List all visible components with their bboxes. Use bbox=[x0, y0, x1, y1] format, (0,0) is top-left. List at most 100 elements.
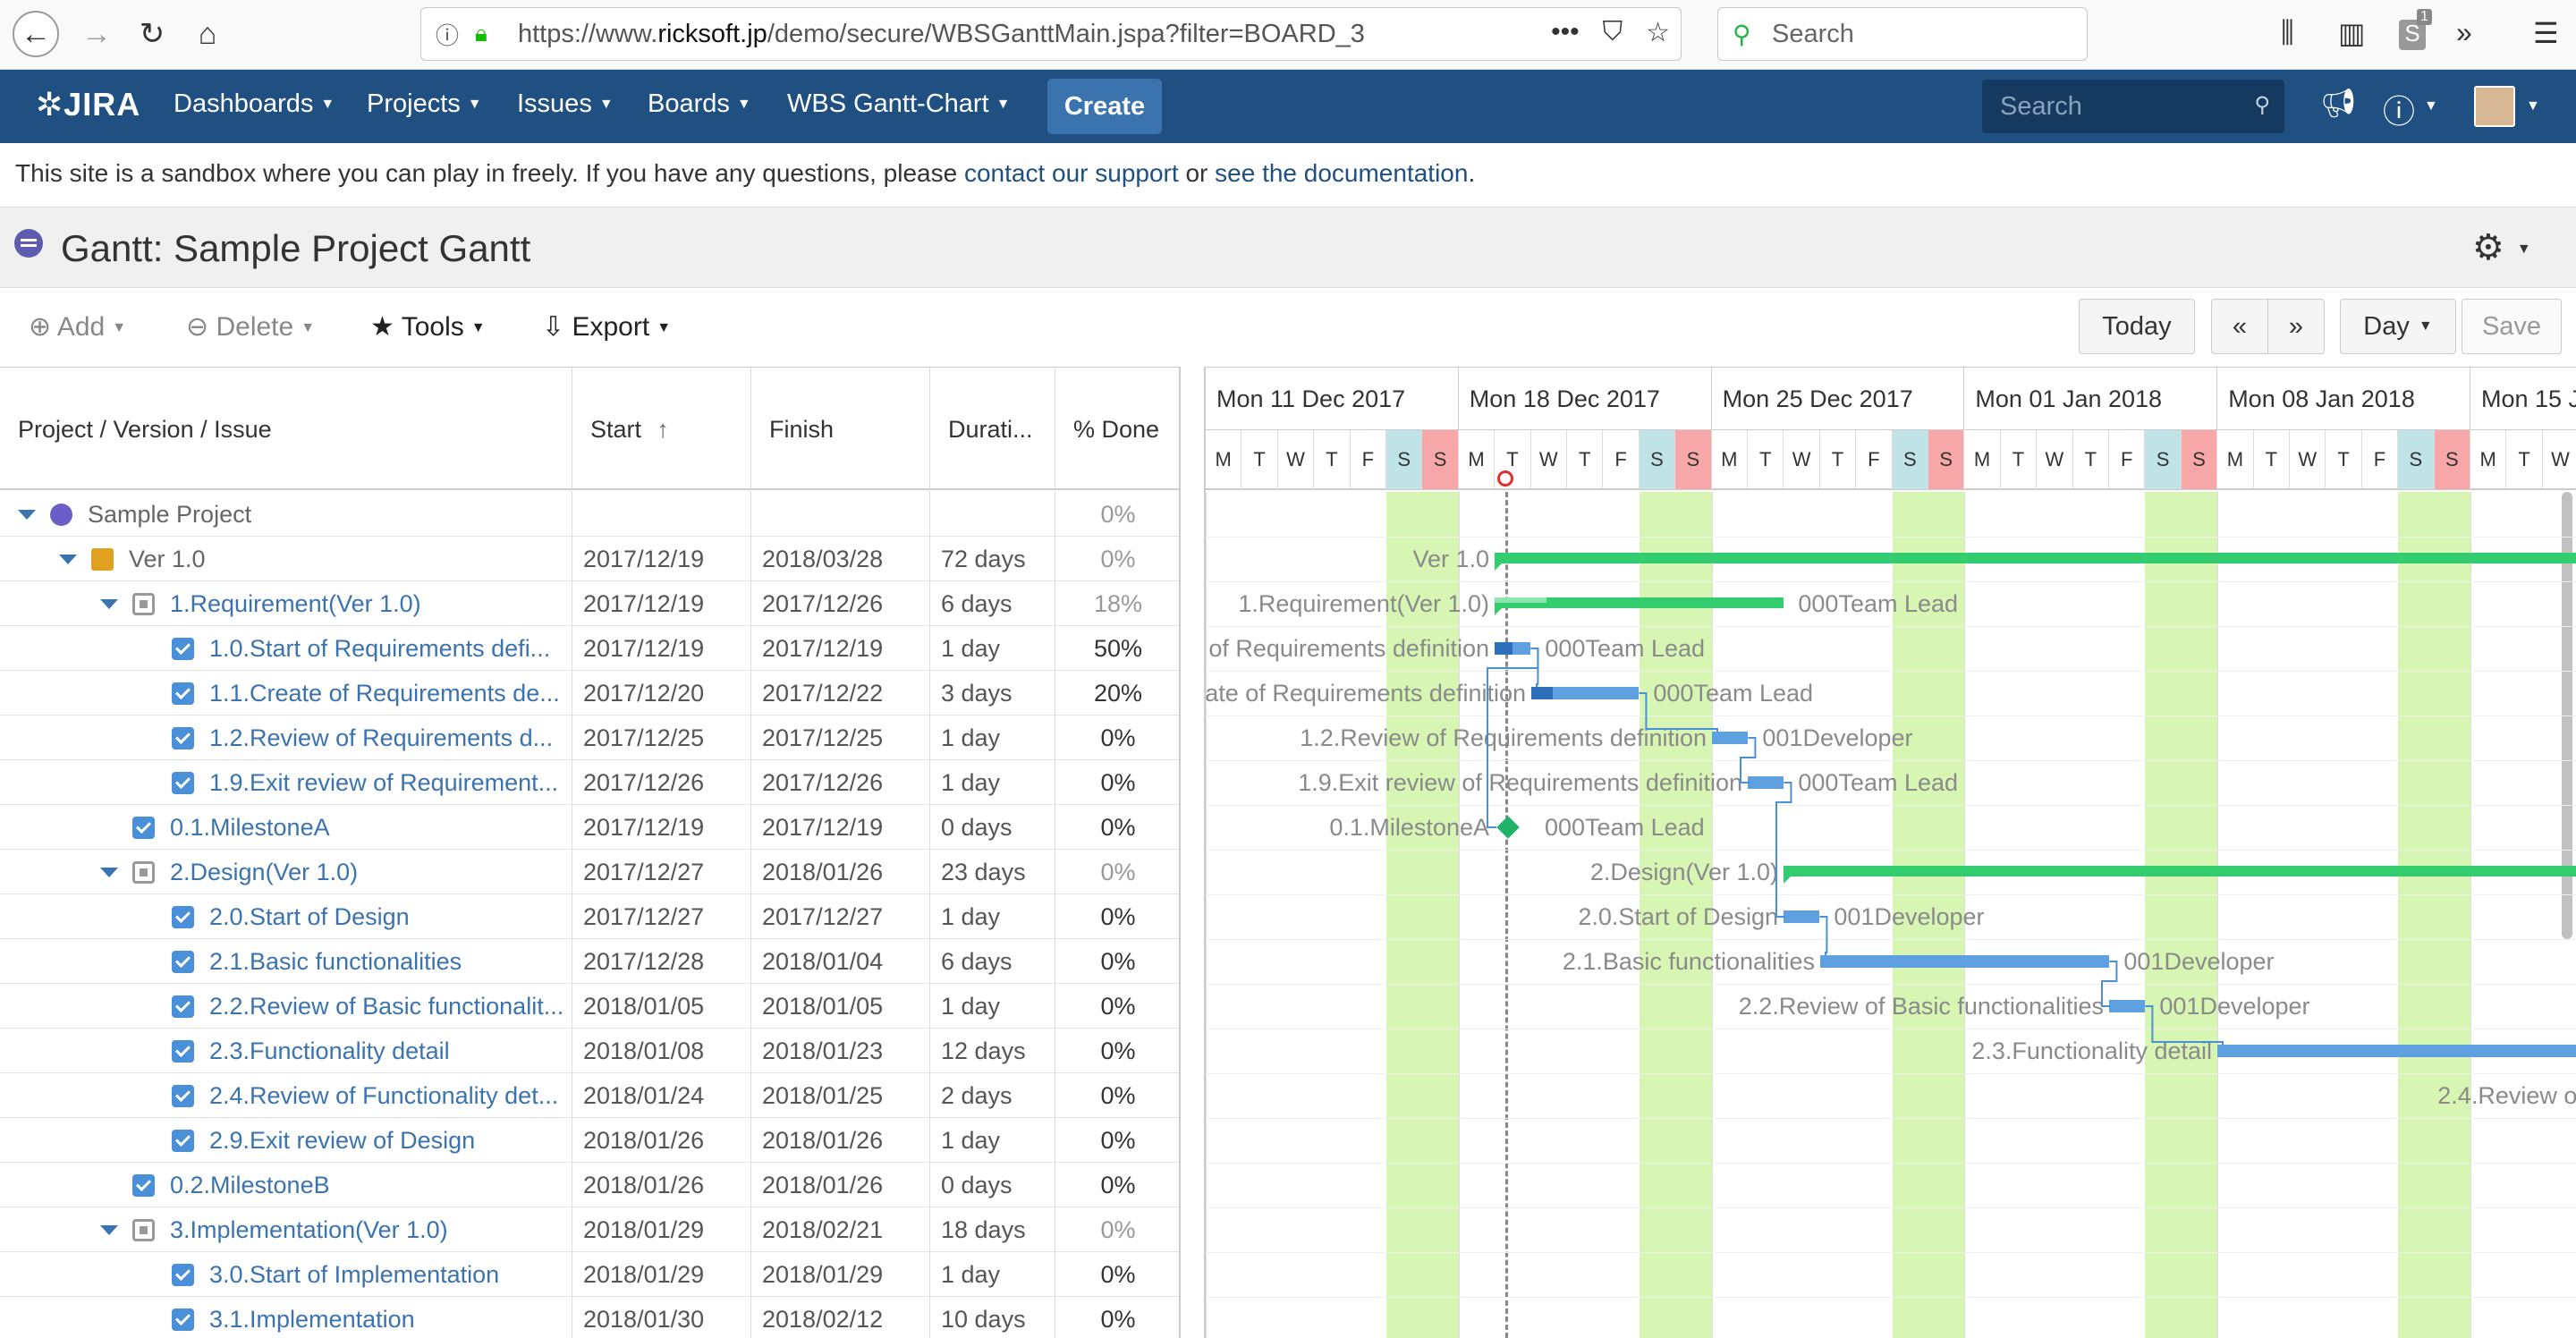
menu-hamburger-icon[interactable]: ☰ bbox=[2533, 17, 2559, 49]
issue-name[interactable]: 0.2.MilestoneB bbox=[170, 1172, 330, 1198]
column-header-finish[interactable]: Finish bbox=[751, 368, 930, 491]
user-avatar[interactable] bbox=[2474, 86, 2515, 127]
add-button[interactable]: ⊕ Add ▼ bbox=[29, 312, 127, 342]
table-row[interactable]: 2.0.Start of Design 2017/12/27 2017/12/27 1… bbox=[0, 894, 1179, 939]
column-header-done[interactable]: % Done bbox=[1073, 416, 1160, 443]
dependency-link[interactable] bbox=[1819, 916, 1828, 955]
column-header-duration[interactable]: Durati... bbox=[930, 368, 1055, 491]
issue-name[interactable]: 1.9.Exit review of Requirement... bbox=[209, 769, 559, 796]
issue-name[interactable]: 2.9.Exit review of Design bbox=[209, 1127, 476, 1154]
table-row[interactable]: 1.Requirement(Ver 1.0) 2017/12/19 2017/12/… bbox=[0, 581, 1179, 626]
table-row[interactable]: 1.0.Start of Requirements defi... 2017/12… bbox=[0, 626, 1179, 671]
more-actions-icon[interactable]: ••• bbox=[1551, 17, 1580, 47]
table-row[interactable]: 3.Implementation(Ver 1.0) 2018/01/29 2018/… bbox=[0, 1207, 1179, 1252]
table-row[interactable]: 1.1.Create of Requirements de... 2017/12/… bbox=[0, 671, 1179, 716]
column-header-start[interactable]: Start ↑ bbox=[572, 368, 751, 491]
forward-arrow-icon[interactable]: → bbox=[81, 16, 112, 51]
browser-search-box[interactable]: ⚲ Search bbox=[1717, 7, 2088, 61]
table-row[interactable]: 1.2.Review of Requirements d... 2017/12/2… bbox=[0, 716, 1179, 760]
prev-period-button[interactable]: « bbox=[2211, 299, 2268, 354]
pocket-icon[interactable]: ⛉ bbox=[1602, 17, 1623, 47]
table-row[interactable]: 2.4.Review of Functionality det... 2018/0… bbox=[0, 1073, 1179, 1118]
documentation-link[interactable]: see the documentation bbox=[1215, 159, 1469, 187]
issue-name[interactable]: 1.1.Create of Requirements de... bbox=[209, 680, 560, 707]
table-row[interactable]: 2.2.Review of Basic functionalit... 2018/… bbox=[0, 984, 1179, 1029]
expand-toggle-icon[interactable] bbox=[18, 510, 36, 520]
nav-dashboards[interactable]: Dashboards ▼ bbox=[174, 89, 335, 118]
nav-issues[interactable]: Issues ▼ bbox=[517, 89, 614, 118]
library-icon[interactable]: ⫼ bbox=[2281, 16, 2294, 48]
issue-name[interactable]: 3.0.Start of Implementation bbox=[209, 1261, 500, 1288]
summary-bar[interactable] bbox=[1495, 553, 2576, 571]
column-header-name[interactable]: Project / Version / Issue bbox=[0, 368, 572, 491]
issue-name[interactable]: 1.Requirement(Ver 1.0) bbox=[170, 590, 421, 617]
table-row[interactable]: 3.0.Start of Implementation 2018/01/29 201… bbox=[0, 1252, 1179, 1297]
task-bar[interactable] bbox=[1784, 910, 1820, 923]
table-row[interactable]: 1.9.Exit review of Requirement... 2017/12… bbox=[0, 760, 1179, 805]
dependency-link[interactable] bbox=[1740, 737, 1757, 783]
issue-name[interactable]: 3.1.Implementation bbox=[209, 1306, 415, 1333]
task-bar[interactable] bbox=[1748, 776, 1784, 789]
nav-boards[interactable]: Boards ▼ bbox=[648, 89, 751, 118]
back-arrow-icon[interactable]: ← bbox=[13, 11, 59, 57]
caret-down-icon[interactable]: ▼ bbox=[2526, 98, 2540, 114]
issue-name[interactable]: 2.0.Start of Design bbox=[209, 903, 410, 930]
save-button[interactable]: Save bbox=[2462, 299, 2562, 354]
bookmark-star-icon[interactable]: ☆ bbox=[1646, 18, 1670, 47]
table-row[interactable]: 0.1.MilestoneA 2017/12/19 2017/12/19 0 days… bbox=[0, 805, 1179, 850]
export-button[interactable]: ⇩ Export ▼ bbox=[542, 312, 672, 342]
issue-name[interactable]: 2.2.Review of Basic functionalit... bbox=[209, 993, 564, 1020]
task-bar[interactable] bbox=[1820, 955, 2110, 968]
task-bar[interactable] bbox=[1712, 732, 1749, 744]
table-row[interactable]: 2.Design(Ver 1.0) 2017/12/27 2018/01/26 23 … bbox=[0, 850, 1179, 894]
issue-name[interactable]: 1.2.Review of Requirements d... bbox=[209, 724, 554, 751]
expand-toggle-icon[interactable] bbox=[100, 1225, 118, 1235]
caret-down-icon[interactable]: ▼ bbox=[2424, 98, 2438, 114]
reload-icon[interactable]: ↻ bbox=[139, 17, 165, 51]
issue-name[interactable]: 2.4.Review of Functionality det... bbox=[209, 1082, 559, 1109]
dependency-link[interactable] bbox=[2145, 1005, 2224, 1045]
dependency-link[interactable] bbox=[2101, 961, 2118, 1007]
help-icon[interactable]: ⓘ bbox=[2383, 93, 2416, 130]
dependency-link[interactable] bbox=[1775, 782, 1792, 918]
tools-button[interactable]: ★ Tools ▼ bbox=[370, 312, 486, 342]
table-row[interactable]: 2.1.Basic functionalities 2017/12/28 2018/… bbox=[0, 939, 1179, 984]
table-row[interactable]: Ver 1.0 2017/12/19 2018/03/28 72 days 0% bbox=[0, 537, 1179, 581]
today-button[interactable]: Today bbox=[2079, 299, 2195, 354]
nav-projects[interactable]: Projects ▼ bbox=[367, 89, 482, 118]
task-bar[interactable] bbox=[2109, 1000, 2146, 1012]
table-row[interactable]: Sample Project 0% bbox=[0, 492, 1179, 537]
issue-name[interactable]: 2.1.Basic functionalities bbox=[209, 948, 462, 975]
task-bar[interactable] bbox=[1495, 642, 1531, 655]
create-button[interactable]: Create bbox=[1047, 79, 1162, 134]
summary-bar[interactable] bbox=[1495, 597, 1784, 615]
delete-button[interactable]: ⊖ Delete ▼ bbox=[186, 312, 316, 342]
issue-name[interactable]: 2.3.Functionality detail bbox=[209, 1037, 450, 1064]
home-icon[interactable]: ⌂ bbox=[198, 16, 217, 51]
task-bar[interactable] bbox=[1531, 687, 1640, 699]
overflow-chevron-icon[interactable]: » bbox=[2456, 16, 2472, 48]
contact-support-link[interactable]: contact our support bbox=[963, 159, 1179, 187]
issue-name[interactable]: 1.0.Start of Requirements defi... bbox=[209, 635, 551, 662]
jira-search-input[interactable]: Search ⚲ bbox=[1982, 80, 2284, 133]
table-row[interactable]: 0.2.MilestoneB 2018/01/26 2018/01/26 0 days… bbox=[0, 1163, 1179, 1207]
sidebar-icon[interactable]: ▥ bbox=[2338, 17, 2366, 49]
settings-gear-icon[interactable]: ⚙ ▼ bbox=[2472, 228, 2531, 267]
dependency-link[interactable] bbox=[1487, 648, 1539, 828]
next-period-button[interactable]: » bbox=[2267, 299, 2325, 354]
table-row[interactable]: 3.1.Implementation 2018/01/30 2018/02/12 10… bbox=[0, 1297, 1179, 1338]
expand-toggle-icon[interactable] bbox=[100, 868, 118, 877]
address-bar[interactable]: ⓘ 🔒︎ https://www.ricksoft.jp/demo/secure… bbox=[420, 7, 1682, 61]
table-row[interactable]: 2.3.Functionality detail 2018/01/08 2018/0… bbox=[0, 1029, 1179, 1073]
task-bar[interactable] bbox=[2217, 1045, 2576, 1057]
nav-wbs-gantt-chart[interactable]: WBS Gantt-Chart ▼ bbox=[787, 89, 1011, 118]
table-row[interactable]: 2.9.Exit review of Design 2018/01/26 2018/… bbox=[0, 1118, 1179, 1163]
issue-name[interactable]: 3.Implementation(Ver 1.0) bbox=[170, 1216, 448, 1243]
expand-toggle-icon[interactable] bbox=[100, 599, 118, 609]
issue-name[interactable]: 2.Design(Ver 1.0) bbox=[170, 859, 359, 885]
summary-bar[interactable] bbox=[1784, 866, 2576, 884]
announcement-megaphone-icon[interactable]: 📢︎ bbox=[2320, 87, 2357, 119]
scale-select[interactable]: Day ▼ bbox=[2340, 299, 2456, 354]
info-icon[interactable]: ⓘ bbox=[436, 21, 460, 49]
issue-name[interactable]: 0.1.MilestoneA bbox=[170, 814, 330, 841]
